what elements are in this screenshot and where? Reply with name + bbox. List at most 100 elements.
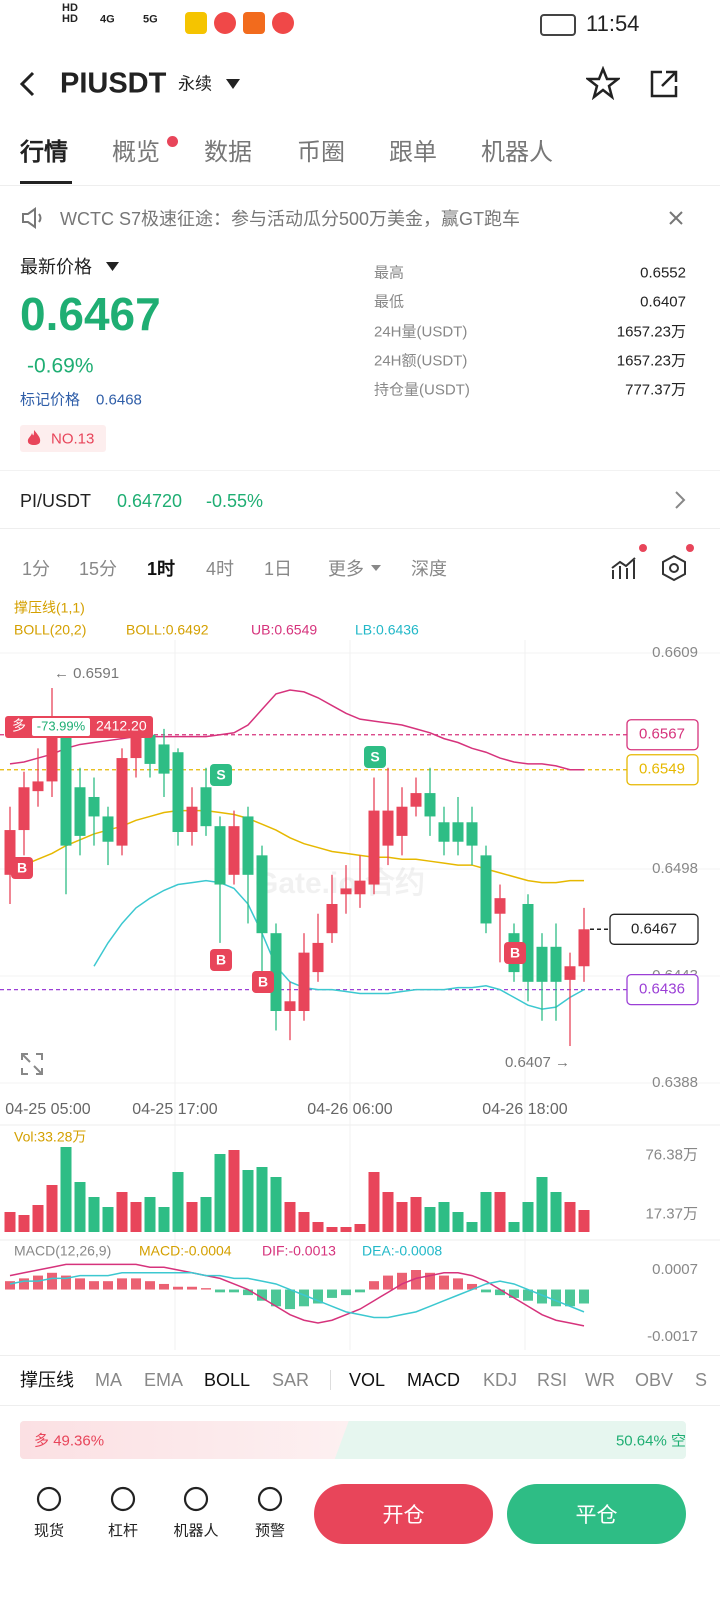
indicator-tab[interactable]: RSI xyxy=(537,1370,568,1390)
tab[interactable]: 数据 xyxy=(204,139,252,166)
volume-bar xyxy=(4,1212,16,1232)
volume-bar xyxy=(382,1192,394,1232)
nav-label[interactable]: 机器人 xyxy=(173,1522,219,1540)
dropdown xyxy=(371,565,381,571)
nav-icon xyxy=(183,1486,209,1512)
dropdown[interactable] xyxy=(106,261,119,272)
trade-marker xyxy=(210,764,232,786)
macd-bar xyxy=(103,1281,113,1290)
volume-bar xyxy=(340,1227,352,1232)
volume-bar xyxy=(564,1202,576,1232)
interval[interactable]: 1日 xyxy=(264,559,293,579)
nav-label[interactable]: 预警 xyxy=(254,1522,286,1540)
chevron[interactable] xyxy=(674,490,686,510)
position-pnl-bg xyxy=(32,718,90,736)
volume-bar xyxy=(60,1147,72,1232)
macd-bar xyxy=(271,1289,281,1307)
y-tick-label: 0.6388 xyxy=(652,1074,698,1091)
indicator-label: 撑压线(1,1) xyxy=(14,600,85,616)
candle-body xyxy=(326,903,338,934)
candle-body xyxy=(578,929,590,967)
macd-bar xyxy=(537,1289,547,1304)
tab[interactable]: 币圈 xyxy=(297,139,345,166)
close-button[interactable] xyxy=(668,210,684,226)
divider xyxy=(0,1405,720,1406)
star-button[interactable] xyxy=(586,66,620,100)
indicator-tab[interactable]: WR xyxy=(585,1370,615,1390)
indicator-icon[interactable] xyxy=(610,554,638,582)
trade-marker-label: B xyxy=(258,974,268,990)
interval[interactable]: 更多 xyxy=(328,559,364,579)
spot-change: -0.55% xyxy=(206,491,264,511)
candle-body xyxy=(74,787,86,836)
candle-body xyxy=(354,880,366,895)
volume-bar xyxy=(32,1205,44,1232)
macd-bar xyxy=(285,1289,295,1310)
interval[interactable]: 深度 xyxy=(411,559,447,579)
indicator-tab[interactable]: OBV xyxy=(635,1370,674,1390)
indicator-tab[interactable]: SAR xyxy=(272,1370,310,1390)
trade-marker-label: B xyxy=(17,860,27,876)
share-button[interactable] xyxy=(648,68,680,100)
interval[interactable]: 1时 xyxy=(147,559,176,579)
stat-value: 777.37万 xyxy=(625,381,686,399)
volume-bar xyxy=(228,1150,240,1232)
open-button[interactable]: 开仓 xyxy=(314,1484,493,1544)
macd-bar xyxy=(565,1289,575,1307)
volume-bar xyxy=(130,1202,142,1232)
indicator-tab[interactable]: BOLL xyxy=(204,1370,251,1390)
candle-body xyxy=(522,903,534,982)
indicator-tab[interactable]: S xyxy=(695,1370,708,1390)
macd-bar xyxy=(411,1270,421,1290)
interval[interactable]: 1分 xyxy=(22,559,51,579)
nav-label[interactable]: 现货 xyxy=(33,1522,65,1540)
trade-marker-label: B xyxy=(216,952,226,968)
dropdown[interactable] xyxy=(226,78,240,90)
app-icon xyxy=(214,12,236,34)
macd-bar xyxy=(397,1272,407,1290)
volume-bar xyxy=(494,1192,506,1232)
macd-label: MACD(12,26,9) xyxy=(14,1243,111,1259)
price-label[interactable]: 最新价格 xyxy=(20,257,92,277)
tab[interactable]: 概览 xyxy=(112,139,160,166)
indicator-tab[interactable]: MA xyxy=(95,1370,122,1390)
volume-bar xyxy=(424,1207,436,1232)
volume-bar xyxy=(158,1207,170,1232)
candle-body xyxy=(214,826,226,885)
candle-body xyxy=(452,822,464,842)
volume-bar xyxy=(270,1177,282,1232)
boll-label: LB:0.6436 xyxy=(355,622,419,638)
indicator-tab[interactable]: VOL xyxy=(349,1370,386,1390)
price-change: -0.69% xyxy=(27,354,94,378)
nav-label[interactable]: 杠杆 xyxy=(107,1522,139,1540)
indicator-tab[interactable]: KDJ xyxy=(483,1370,518,1390)
interval[interactable]: 15分 xyxy=(79,559,118,579)
indicator-tab[interactable]: MACD xyxy=(407,1370,460,1390)
back-button[interactable] xyxy=(18,70,38,98)
app-icon xyxy=(243,12,265,34)
volume-bar xyxy=(256,1167,268,1232)
close-position-button[interactable]: 平仓 xyxy=(507,1484,686,1544)
app-icon xyxy=(185,12,207,34)
volume-bar xyxy=(284,1202,296,1232)
macd-label: MACD:-0.0004 xyxy=(139,1243,232,1259)
macd-bar xyxy=(131,1278,141,1290)
stat-label: 持仓量(USDT) xyxy=(374,381,470,399)
contract-type[interactable]: 永续 xyxy=(178,74,212,94)
candle-body xyxy=(172,752,184,833)
tab[interactable]: 行情 xyxy=(20,139,68,166)
position-price: 2412.20 xyxy=(96,718,147,734)
macd-bar xyxy=(159,1283,169,1290)
tab[interactable]: 跟单 xyxy=(389,139,437,166)
indicator-tab[interactable]: EMA xyxy=(144,1370,184,1390)
indicator-tab[interactable]: 撑压线 xyxy=(20,1370,74,1390)
settings-icon[interactable] xyxy=(660,554,688,582)
interval[interactable]: 4时 xyxy=(206,559,235,579)
macd-bar xyxy=(453,1278,463,1290)
notice[interactable]: WCTC S7极速征途：参与活动瓜分500万美金，赢GT跑车 xyxy=(60,209,521,229)
spot-pair[interactable]: PI/USDT xyxy=(20,491,92,511)
tab[interactable]: 机器人 xyxy=(481,139,553,166)
mark-price: 0.6468 xyxy=(96,391,142,409)
volume-bar xyxy=(116,1192,128,1232)
macd-bar xyxy=(61,1275,71,1290)
